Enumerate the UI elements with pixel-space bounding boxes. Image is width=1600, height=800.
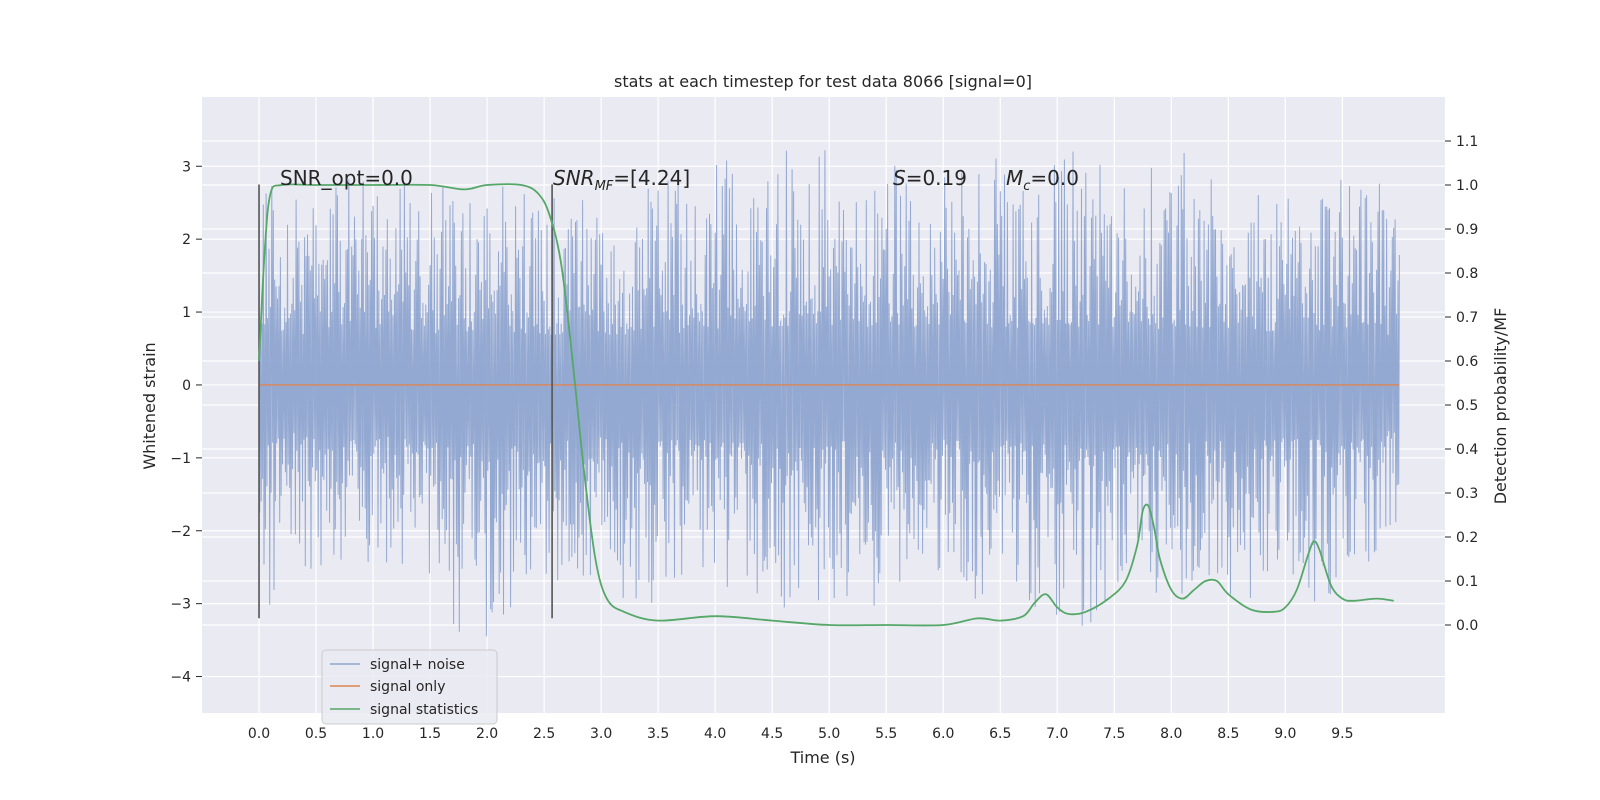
x-tick-label: 7.0 [1046, 726, 1068, 742]
annotation-snr-mf: SNRMF=[4.24] [553, 166, 690, 194]
x-tick-label: 4.5 [761, 726, 783, 742]
x-axis-ticks: 0.0 0.5 1.0 1.5 2.0 2.5 3.0 3.5 4.0 4.5 5.0 5.5 6.0 6… [248, 726, 1354, 742]
y-right-tick-label: 1.1 [1456, 134, 1478, 150]
chart-title: stats at each timestep for test data 806… [614, 72, 1032, 91]
annotation-s-prefix: S [893, 166, 906, 190]
y-right-tick-label: 0.2 [1456, 530, 1478, 546]
signal-statistics-line [258, 183, 1394, 627]
annotation-mc-prefix: M [1006, 166, 1023, 190]
y-right-tick-label: 0.6 [1456, 354, 1478, 370]
x-tick-label: 9.0 [1274, 726, 1296, 742]
x-tick-label: 6.0 [932, 726, 954, 742]
annotation-snr-mf-value: =[4.24] [613, 166, 690, 190]
x-tick-label: 5.5 [875, 726, 897, 742]
x-tick-label: 0.5 [305, 726, 327, 742]
y-left-tick-label: −3 [170, 597, 191, 613]
y-right-tick-label: 0.9 [1456, 222, 1478, 238]
x-tick-label: 4.0 [704, 726, 726, 742]
signal-statistics-series [258, 183, 1394, 627]
annotation-snr-mf-sub: MF [595, 179, 614, 194]
x-tick-label: 2.5 [533, 726, 555, 742]
x-tick-label: 1.5 [419, 726, 441, 742]
x-tick-label: 8.5 [1217, 726, 1239, 742]
x-tick-label: 9.5 [1331, 726, 1353, 742]
x-tick-label: 2.0 [476, 726, 498, 742]
y-left-tick-label: −1 [170, 451, 191, 467]
y-right-tick-label: 0.0 [1456, 618, 1478, 634]
x-tick-label: 7.5 [1103, 726, 1125, 742]
annotation-s-value: =0.19 [906, 166, 967, 190]
y-axis-right-ticks: 0.0 0.1 0.2 0.3 0.4 0.5 0.6 0.7 0.8 0.9 1.0 1.1 [1445, 134, 1478, 634]
legend-label-signal-only: signal only [370, 679, 445, 695]
vertical-markers [258, 184, 553, 619]
annotation-s: S=0.19 [893, 166, 967, 190]
annotation-mc-value: =0.0 [1030, 166, 1079, 190]
y-right-tick-label: 0.3 [1456, 486, 1478, 502]
y-left-tick-label: 3 [182, 159, 191, 175]
signal-noise-line [258, 150, 1400, 637]
y-right-tick-label: 0.8 [1456, 266, 1478, 282]
y-axis-right-label: Detection probability/MF [1491, 308, 1510, 505]
annotation-mc-sub: c [1023, 179, 1030, 194]
x-tick-label: 5.0 [818, 726, 840, 742]
annotation-snr-opt: SNR_opt=0.0 [280, 166, 413, 190]
y-right-tick-label: 0.5 [1456, 398, 1478, 414]
y-left-tick-label: 2 [182, 232, 191, 248]
x-tick-label: 3.0 [590, 726, 612, 742]
y-right-tick-label: 1.0 [1456, 178, 1478, 194]
y-left-tick-label: −2 [170, 524, 191, 540]
y-left-tick-label: 0 [182, 378, 191, 394]
x-tick-label: 0.0 [248, 726, 270, 742]
y-right-tick-label: 0.1 [1456, 574, 1478, 590]
legend: signal+ noise signal only signal statist… [321, 649, 498, 725]
x-axis-label: Time (s) [789, 748, 855, 767]
legend-box [321, 649, 498, 725]
legend-label-signal-statistics: signal statistics [370, 702, 478, 718]
annotation-snr-mf-prefix: SNR [553, 166, 595, 190]
y-axis-left-label: Whitened strain [140, 342, 159, 469]
signal-noise-series [258, 150, 1400, 637]
annotation-mc: Mc=0.0 [1006, 166, 1079, 194]
y-left-tick-label: 1 [182, 305, 191, 321]
x-tick-label: 8.0 [1160, 726, 1182, 742]
legend-label-signal-noise: signal+ noise [370, 657, 465, 673]
x-tick-label: 3.5 [647, 726, 669, 742]
y-left-tick-label: −4 [170, 670, 191, 686]
x-tick-label: 6.5 [989, 726, 1011, 742]
x-tick-label: 1.0 [362, 726, 384, 742]
annotations: SNR_opt=0.0 SNRMF=[4.24] S=0.19 Mc=0.0 [280, 166, 1079, 194]
y-axis-left-ticks: −4 −3 −2 −1 0 1 2 3 [170, 159, 202, 686]
y-right-tick-label: 0.7 [1456, 310, 1478, 326]
y-right-tick-label: 0.4 [1456, 442, 1478, 458]
